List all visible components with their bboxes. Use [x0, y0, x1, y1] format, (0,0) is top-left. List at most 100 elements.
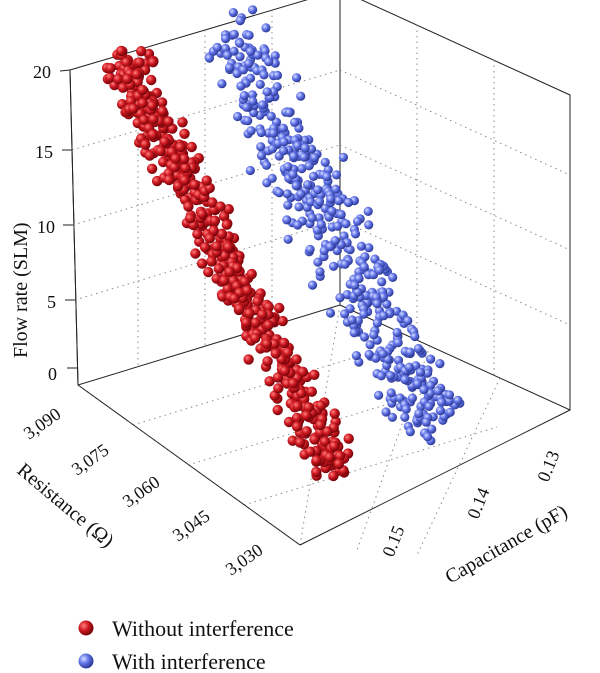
data-point-without-interference: [122, 73, 133, 85]
data-point-without-interference: [288, 378, 299, 389]
data-point-without-interference: [270, 348, 281, 359]
data-point-without-interference: [219, 275, 230, 286]
data-point-with-interference: [334, 196, 344, 206]
data-point-without-interference: [155, 145, 166, 157]
data-point-with-interference: [325, 308, 336, 318]
data-point-with-interference: [239, 91, 249, 101]
data-point-with-interference: [262, 87, 272, 97]
data-point-with-interference: [400, 375, 410, 385]
data-point-with-interference: [386, 388, 396, 398]
data-point-with-interference: [364, 243, 374, 253]
data-point-with-interference: [299, 152, 309, 162]
data-point-without-interference: [263, 319, 274, 331]
data-point-with-interference: [427, 424, 437, 434]
data-point-without-interference: [204, 233, 215, 244]
data-point-with-interference: [365, 340, 375, 350]
data-point-without-interference: [221, 219, 232, 230]
data-point-with-interference: [354, 273, 364, 284]
data-point-without-interference: [215, 201, 226, 212]
legend-label-without-interference: Without interference: [112, 616, 294, 641]
data-point-without-interference: [222, 283, 233, 294]
data-point-without-interference: [189, 179, 200, 190]
data-point-with-interference: [300, 143, 310, 153]
data-point-without-interference: [243, 354, 254, 365]
data-point-without-interference: [192, 228, 203, 240]
data-point-with-interference: [308, 171, 319, 181]
data-point-without-interference: [105, 62, 116, 74]
data-point-with-interference: [278, 146, 289, 156]
data-point-without-interference: [291, 421, 303, 432]
data-point-with-interference: [256, 142, 266, 152]
data-point-with-interference: [290, 117, 300, 127]
data-point-with-interference: [372, 318, 382, 328]
z-axis-line: [69, 69, 79, 386]
data-point-without-interference: [311, 466, 322, 478]
data-point-without-interference: [322, 426, 333, 437]
z-tick-label: 20: [33, 62, 51, 82]
data-point-without-interference: [206, 256, 217, 267]
data-point-with-interference: [345, 245, 355, 255]
data-point-without-interference: [311, 455, 322, 466]
data-point-with-interference: [371, 353, 381, 363]
data-point-without-interference: [262, 356, 273, 367]
data-point-with-interference: [244, 30, 254, 40]
data-point-with-interference: [404, 362, 414, 372]
data-point-with-interference: [282, 215, 292, 225]
data-point-with-interference: [327, 206, 337, 216]
x-tick-label: 3,060: [119, 472, 164, 512]
data-point-without-interference: [250, 332, 261, 344]
data-point-without-interference: [250, 317, 261, 328]
data-point-without-interference: [315, 400, 327, 411]
data-point-with-interference: [352, 216, 363, 226]
data-point-with-interference: [351, 351, 361, 361]
data-point-with-interference: [341, 219, 351, 229]
data-point-with-interference: [284, 108, 294, 118]
data-point-with-interference: [246, 126, 256, 136]
z-tick-label: 5: [47, 292, 56, 312]
data-point-without-interference: [239, 276, 250, 287]
data-point-without-interference: [242, 285, 253, 296]
z-axis-label: Flow rate (SLM): [10, 222, 32, 358]
data-point-with-interference: [289, 151, 299, 161]
front-axes: [59, 69, 571, 546]
data-point-with-interference: [378, 349, 388, 359]
data-point-with-interference: [335, 293, 345, 303]
data-point-without-interference: [159, 136, 170, 147]
data-point-without-interference: [128, 103, 139, 114]
data-point-with-interference: [229, 46, 239, 56]
data-point-with-interference: [245, 165, 255, 176]
data-point-without-interference: [301, 426, 312, 437]
data-point-with-interference: [279, 137, 289, 147]
data-point-without-interference: [223, 241, 234, 253]
data-point-with-interference: [212, 42, 222, 53]
data-point-with-interference: [322, 172, 332, 182]
data-point-without-interference: [203, 266, 214, 278]
data-point-with-interference: [444, 390, 455, 400]
data-point-with-interference: [221, 34, 231, 44]
data-point-without-interference: [183, 201, 194, 212]
data-point-without-interference: [217, 291, 228, 302]
data-point-with-interference: [401, 404, 411, 414]
data-point-with-interference: [269, 87, 279, 97]
z-axis-ticks: 20 15 10 5 0: [33, 62, 57, 384]
data-point-with-interference: [426, 380, 436, 390]
legend: Without interference With interference: [78, 616, 294, 673]
data-point-with-interference: [359, 309, 369, 319]
data-point-with-interference: [382, 299, 392, 309]
data-point-without-interference: [329, 440, 340, 452]
data-point-with-interference: [393, 338, 403, 348]
data-point-without-interference: [157, 106, 168, 117]
data-point-with-interference: [283, 200, 293, 210]
data-point-with-interference: [407, 393, 417, 403]
data-point-without-interference: [196, 258, 208, 269]
data-point-without-interference: [241, 317, 252, 328]
tick-mark: [59, 69, 71, 72]
data-point-without-interference: [306, 386, 317, 397]
data-point-without-interference: [343, 433, 354, 444]
data-point-with-interference: [413, 343, 423, 354]
data-point-with-interference: [392, 327, 402, 338]
data-point-without-interference: [324, 452, 335, 463]
legend-label-with-interference: With interference: [112, 649, 266, 673]
x-axis-line: [77, 384, 301, 546]
